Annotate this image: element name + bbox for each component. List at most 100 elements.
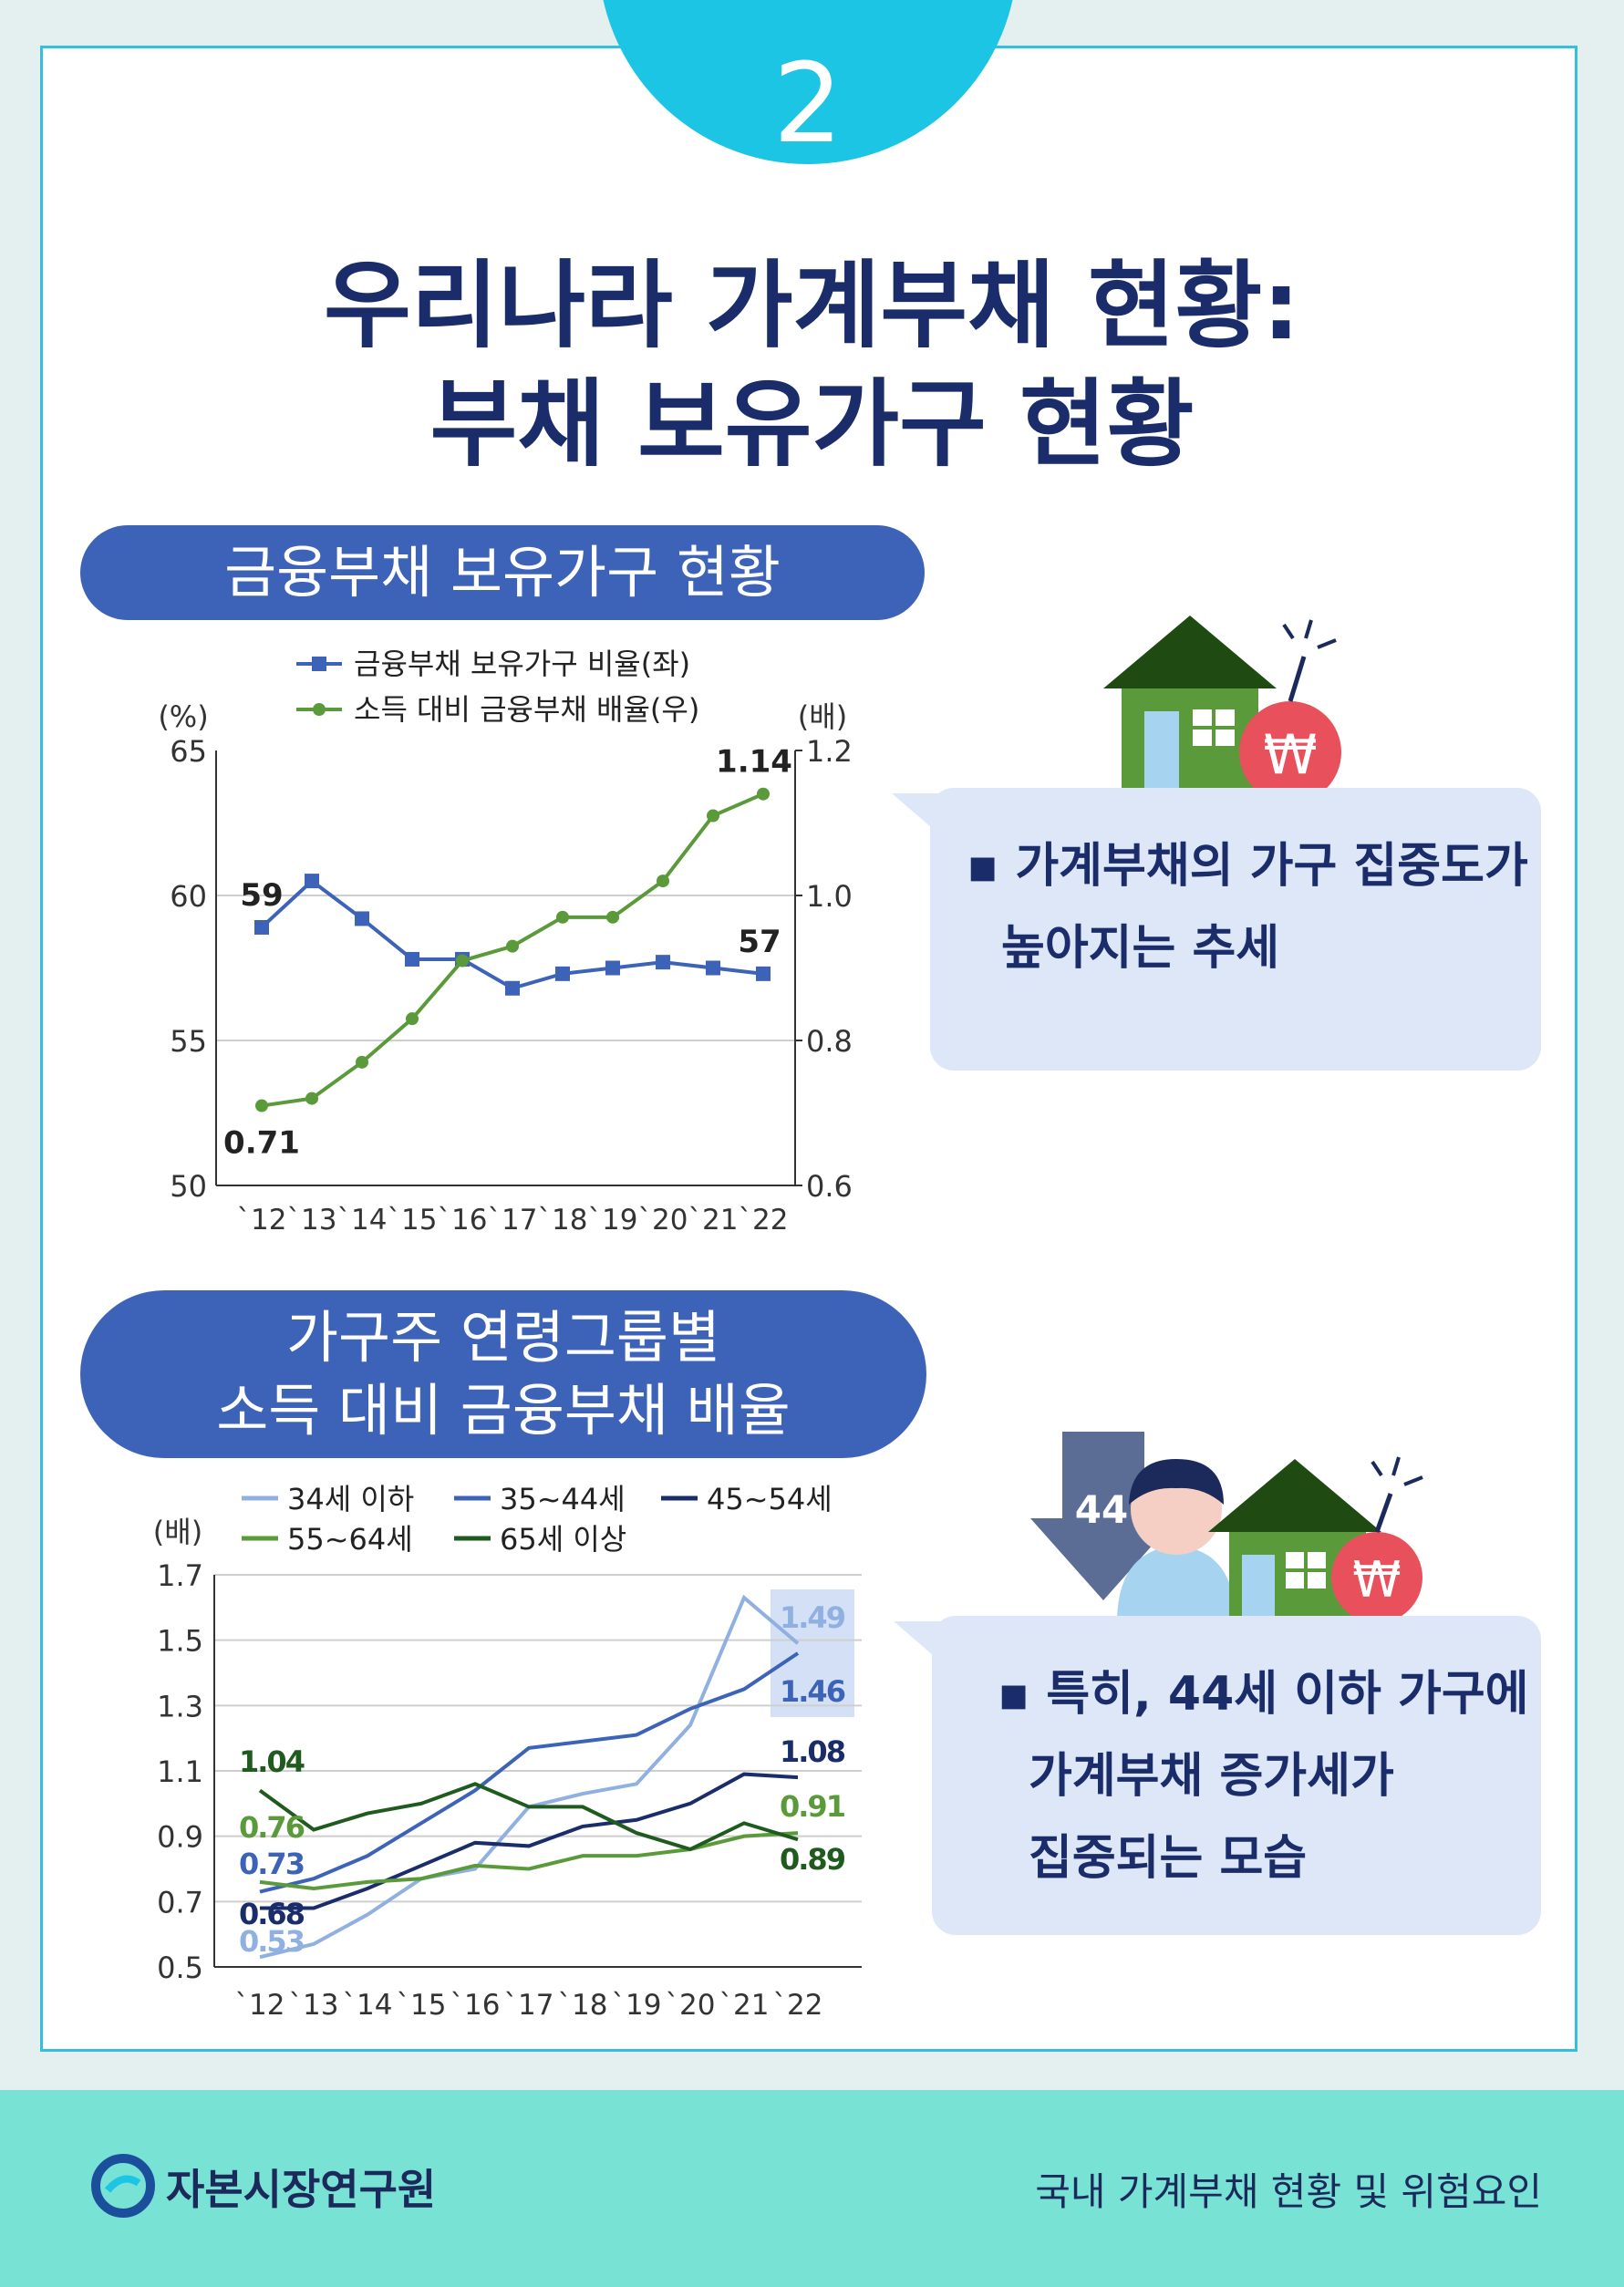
section2-heading-line1: 가구주 연령그룹별	[285, 1304, 721, 1371]
chart2-y-axis-label: (배)	[153, 1515, 202, 1549]
page-title-line2: 부채 보유가구 현황	[429, 368, 1195, 480]
chart2-legend-label: 35~44세	[500, 1482, 626, 1516]
chart1-x-tick: `14	[337, 1204, 388, 1237]
chart2-x-tick: `22	[773, 1989, 823, 2022]
chart1-right-tick: 0.6	[806, 1169, 853, 1204]
won-icon-2: ₩	[1352, 1551, 1401, 1609]
chart1-point	[605, 960, 620, 976]
chart2-x-tick: `19	[612, 1989, 662, 2022]
bomb-icon-2	[1331, 1532, 1422, 1623]
chart1-right-tick: 0.8	[806, 1024, 853, 1059]
footer	[0, 2090, 1624, 2287]
chart2-x-tick: `21	[719, 1989, 770, 2022]
chart1-x-tick: `17	[488, 1204, 538, 1237]
chart1-left-tick: 65	[170, 734, 207, 769]
chart1-point	[505, 980, 520, 996]
chart1-point	[555, 966, 570, 981]
chart2-data-label: 1.08	[780, 1734, 845, 1769]
chart2-data-label: 0.53	[239, 1924, 304, 1959]
callout1-line2: 높아지는 추세	[1001, 921, 1280, 976]
chart2-legend-label: 45~54세	[707, 1482, 833, 1516]
chart1-right-axis-label: (배)	[798, 699, 847, 734]
chart2-x-tick: `20	[666, 1989, 716, 2022]
chart1-legend-marker	[313, 703, 326, 716]
chart1-left-axis-label: (%)	[158, 699, 208, 734]
chart1-legend-marker	[312, 657, 326, 671]
page-number: 2	[772, 41, 843, 168]
report-title: 국내 가계부채 현황 및 위험요인	[1035, 2169, 1542, 2214]
person-icon	[1117, 1459, 1236, 1623]
chart2-legend-label: 55~64세	[287, 1522, 413, 1557]
chart2-series-line	[258, 1782, 799, 1852]
chart1-point	[405, 951, 419, 967]
chart1-point	[456, 954, 469, 968]
logo-text: 자본시장연구원	[166, 2165, 437, 2214]
chart1-x-tick: `13	[287, 1204, 337, 1237]
house-bomb-illustration: ₩	[1103, 616, 1341, 803]
callout-bubble-1: ▪ 가계부채의 가구 집중도가 높아지는 추세	[930, 788, 1541, 1071]
chart2: 34세 이하 35~44세 45~54세 55~64세 65세 이상 0.5 0.7 0.9…	[153, 1482, 862, 2022]
section2-heading-line2: 소득 대비 금융부채 배율	[216, 1377, 791, 1444]
chart1-legend-label: 금융부채 보유가구 비율(좌)	[354, 647, 690, 681]
chart2-series-line	[259, 1831, 799, 1891]
chart1-point	[707, 809, 719, 823]
chart1-right-tick: 1.2	[806, 734, 853, 769]
chart2-data-label: 0.68	[239, 1897, 305, 1931]
chart2-series-line	[259, 1594, 800, 1960]
chart2-data-label: 1.49	[780, 1600, 845, 1635]
chart2-data-label: 1.04	[239, 1744, 305, 1779]
chart2-y-tick: 1.5	[157, 1624, 203, 1659]
chart1-point	[656, 955, 670, 970]
chart2-y-tick: 1.3	[157, 1689, 203, 1723]
chart2-series-line	[259, 1651, 800, 1894]
chart1-point	[305, 1092, 318, 1105]
chart1-point	[355, 911, 369, 926]
chart1-point	[657, 874, 669, 888]
chart1-x-tick: `15	[388, 1204, 438, 1237]
chart1-right-tick: 1.0	[806, 879, 853, 914]
chart2-y-tick: 0.7	[157, 1885, 203, 1920]
chart1-point	[406, 1012, 419, 1026]
callout-tail-1	[892, 793, 945, 839]
logo-icon	[91, 2154, 155, 2218]
chart1-legend-label: 소득 대비 금융부채 배율(우)	[354, 692, 699, 727]
chart1-point	[356, 1055, 368, 1069]
house-icon-2	[1208, 1459, 1381, 1532]
page-title-line1: 우리나라 가계부채 현황:	[324, 250, 1300, 361]
chart2-legend-label: 34세 이하	[287, 1482, 414, 1516]
chart2-x-tick: `13	[289, 1989, 339, 2022]
chart2-data-label: 1.46	[780, 1674, 845, 1709]
callout1-line1: ▪ 가계부채의 가구 집중도가	[967, 839, 1528, 894]
chart1-x-tick: `22	[739, 1204, 789, 1237]
chart1-x-tick: `16	[438, 1204, 488, 1237]
chart2-data-label: 0.73	[239, 1847, 304, 1881]
chart2-highlight-box	[771, 1589, 854, 1717]
age-badge: 44	[1075, 1487, 1128, 1532]
chart2-x-tick: `15	[397, 1989, 447, 2022]
section2-heading: 가구주 연령그룹별 소득 대비 금융부채 배율	[80, 1290, 926, 1458]
chart1-left-tick: 50	[170, 1169, 207, 1204]
chart1-x-tick: `19	[588, 1204, 638, 1237]
won-icon: ₩	[1263, 723, 1317, 787]
chart1-x-tick: `20	[638, 1204, 688, 1237]
chart1-point	[506, 939, 519, 953]
page-title: 우리나라 가계부채 현황: 부채 보유가구 현황	[0, 246, 1624, 483]
chart2-x-tick: `14	[343, 1989, 393, 2022]
chart1-data-label: 0.71	[223, 1125, 300, 1162]
chart2-x-tick: `18	[558, 1989, 608, 2022]
chart2-y-tick: 1.1	[157, 1754, 203, 1789]
chart2-data-label: 0.89	[780, 1842, 845, 1877]
bomb-icon	[1239, 701, 1341, 803]
chart1-x-tick: `21	[688, 1204, 739, 1237]
chart1-data-label: 57	[738, 924, 781, 960]
house-icon	[1103, 616, 1277, 688]
chart1-x-tick: `12	[237, 1204, 287, 1237]
section1-heading: 금융부채 보유가구 현황	[80, 525, 925, 620]
chart1-point	[255, 1099, 268, 1112]
chart1-point	[756, 966, 771, 981]
callout2-line3: 집중되는 모습	[1029, 1831, 1308, 1886]
chart1-data-label: 59	[240, 877, 283, 914]
callout-tail-2	[894, 1621, 946, 1667]
chart1-point	[305, 874, 319, 889]
chart1-left-tick: 55	[170, 1024, 207, 1059]
